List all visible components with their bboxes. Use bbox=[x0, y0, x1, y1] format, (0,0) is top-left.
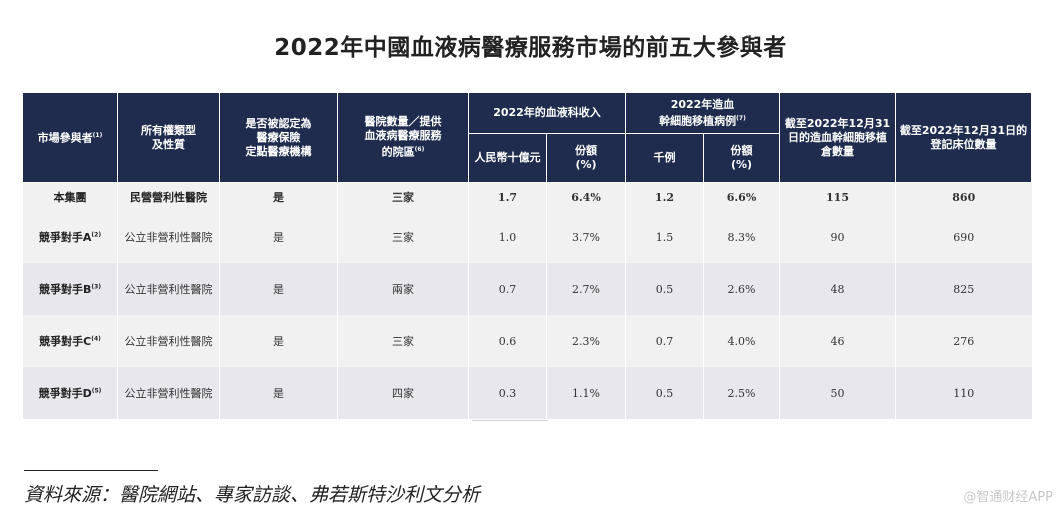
cell-revenue: 1.0 bbox=[468, 211, 547, 263]
header-row-2: 人民幣十億元 份額 (%) 千例 份額 (%) bbox=[23, 133, 1032, 183]
cell-cases-share: 2.6% bbox=[702, 263, 780, 315]
cell-htx-beds: 115 bbox=[779, 182, 896, 211]
cell-revenue-share: 2.3% bbox=[546, 315, 626, 367]
header-hospitals: 醫院數量／提供 血液病醫療服務 的院區(6) bbox=[337, 92, 469, 183]
cell-revenue: 0.3 bbox=[468, 367, 547, 419]
cell-cases: 1.5 bbox=[625, 211, 704, 263]
cell-beds: 690 bbox=[895, 211, 1032, 263]
source-note: 資料來源：醫院網站、專家訪談、弗若斯特沙利文分析 bbox=[24, 484, 481, 506]
table-row: 競爭對手D(5) 公立非營利性醫院 是 四家 0.3 1.1% 0.5 2.5%… bbox=[22, 367, 1032, 419]
header-insurance: 是否被認定為 醫療保險 定點醫療機構 bbox=[219, 92, 338, 183]
header-revenue-group: 2022年的血液科收入 bbox=[468, 92, 626, 134]
cell-ownership: 公立非營利性醫院 bbox=[117, 263, 220, 315]
cell-revenue: 0.7 bbox=[468, 263, 547, 315]
table-row: 競爭對手B(3) 公立非營利性醫院 是 兩家 0.7 2.7% 0.5 2.6%… bbox=[22, 263, 1032, 315]
cell-insurance: 是 bbox=[219, 367, 338, 419]
cell-cases-share: 6.6% bbox=[702, 182, 780, 211]
cell-revenue-share: 2.7% bbox=[546, 263, 626, 315]
table-tail-line bbox=[472, 420, 548, 421]
cell-cases: 0.7 bbox=[625, 315, 704, 367]
cell-htx-beds: 48 bbox=[779, 263, 896, 315]
table-row: 競爭對手C(4) 公立非營利性醫院 是 三家 0.6 2.3% 0.7 4.0%… bbox=[22, 315, 1032, 367]
page-title: 2022年中國血液病醫療服務市場的前五大參與者 bbox=[274, 35, 787, 61]
cell-ownership: 民營營利性醫院 bbox=[117, 182, 220, 211]
header-transplant-k: 千例 bbox=[625, 133, 704, 183]
cell-revenue: 0.6 bbox=[468, 315, 547, 367]
cell-cases-share: 2.5% bbox=[702, 367, 780, 419]
header-transplant-group: 2022年造血 幹細胞移植病例(7) bbox=[624, 92, 781, 134]
cell-htx-beds: 90 bbox=[779, 211, 896, 263]
cell-name: 本集團 bbox=[22, 182, 118, 211]
header-revenue-rmb: 人民幣十億元 bbox=[468, 133, 547, 183]
cell-name: 競爭對手A(2) bbox=[22, 211, 118, 263]
cell-insurance: 是 bbox=[219, 211, 338, 263]
cell-revenue-share: 1.1% bbox=[546, 367, 626, 419]
cell-ownership: 公立非營利性醫院 bbox=[117, 211, 220, 263]
cell-cases: 0.5 bbox=[625, 263, 704, 315]
table-row: 本集團 民營營利性醫院 是 三家 1.7 6.4% 1.2 6.6% 115 8… bbox=[22, 182, 1032, 211]
cell-hospitals: 四家 bbox=[337, 367, 469, 419]
cell-name: 競爭對手D(5) bbox=[22, 367, 118, 419]
cell-beds: 860 bbox=[895, 182, 1032, 211]
cell-revenue: 1.7 bbox=[468, 182, 547, 211]
watermark: @智通财经APP bbox=[963, 490, 1053, 505]
header-revenue-share: 份額 (%) bbox=[546, 133, 626, 183]
cell-cases: 1.2 bbox=[625, 182, 704, 211]
cell-name: 競爭對手C(4) bbox=[22, 315, 118, 367]
cell-insurance: 是 bbox=[219, 263, 338, 315]
cell-insurance: 是 bbox=[219, 315, 338, 367]
cell-cases: 0.5 bbox=[625, 367, 704, 419]
cell-htx-beds: 50 bbox=[779, 367, 896, 419]
cell-beds: 110 bbox=[895, 367, 1032, 419]
cell-revenue-share: 3.7% bbox=[546, 211, 626, 263]
market-participants-table: 市場參與者(1) 所有權類型 及性質 是否被認定為 醫療保險 定點醫療機構 醫院… bbox=[22, 92, 1033, 419]
cell-insurance: 是 bbox=[219, 182, 338, 211]
footnote-rule bbox=[24, 470, 158, 471]
header-beds: 截至2022年12月31日的 登記床位數量 bbox=[895, 92, 1033, 183]
cell-hospitals: 三家 bbox=[337, 211, 469, 263]
cell-cases-share: 8.3% bbox=[702, 211, 780, 263]
cell-hospitals: 三家 bbox=[337, 182, 469, 211]
cell-cases-share: 4.0% bbox=[702, 315, 780, 367]
table-row: 競爭對手A(2) 公立非營利性醫院 是 三家 1.0 3.7% 1.5 8.3%… bbox=[22, 211, 1032, 263]
cell-beds: 825 bbox=[895, 263, 1032, 315]
header-transplant-beds: 截至2022年12月31 日的造血幹細胞移植 倉數量 bbox=[779, 92, 897, 183]
cell-hospitals: 兩家 bbox=[337, 263, 469, 315]
cell-revenue-share: 6.4% bbox=[546, 182, 626, 211]
header-participant: 市場參與者(1) bbox=[22, 92, 118, 183]
header-ownership: 所有權類型 及性質 bbox=[117, 92, 220, 183]
cell-hospitals: 三家 bbox=[337, 315, 469, 367]
header-transplant-share: 份額 (%) bbox=[702, 133, 781, 183]
cell-ownership: 公立非營利性醫院 bbox=[117, 315, 220, 367]
cell-htx-beds: 46 bbox=[779, 315, 896, 367]
header-row-1: 市場參與者(1) 所有權類型 及性質 是否被認定為 醫療保險 定點醫療機構 醫院… bbox=[22, 92, 1033, 183]
cell-beds: 276 bbox=[895, 315, 1032, 367]
cell-ownership: 公立非營利性醫院 bbox=[117, 367, 220, 419]
cell-name: 競爭對手B(3) bbox=[22, 263, 118, 315]
